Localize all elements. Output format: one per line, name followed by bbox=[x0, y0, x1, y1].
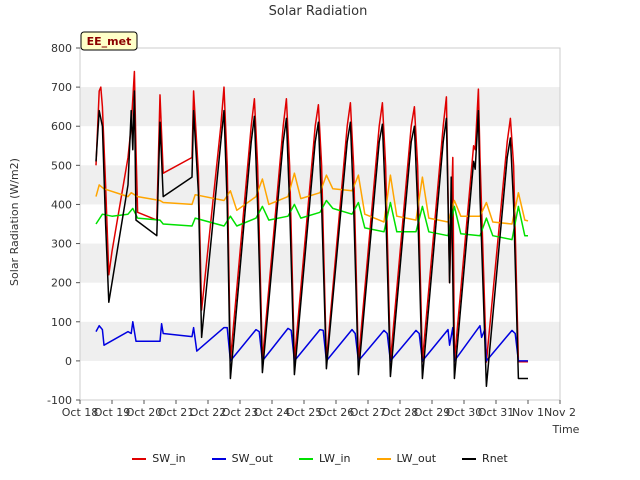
x-tick-label: Oct 29 bbox=[414, 406, 451, 419]
x-tick-label: Nov 2 bbox=[544, 406, 576, 419]
y-tick-label: 400 bbox=[51, 198, 72, 211]
y-tick-label: 700 bbox=[51, 81, 72, 94]
x-tick-label: Oct 18 bbox=[62, 406, 99, 419]
x-tick-label: Oct 24 bbox=[254, 406, 291, 419]
legend: SW_in SW_out LW_in LW_out Rnet bbox=[0, 452, 640, 465]
x-tick-label: Oct 20 bbox=[126, 406, 163, 419]
x-tick-label: Oct 30 bbox=[446, 406, 483, 419]
legend-swatch-lw-in bbox=[299, 457, 313, 460]
y-tick-label: 500 bbox=[51, 159, 72, 172]
y-tick-label: 200 bbox=[51, 277, 72, 290]
series-line-lw-in bbox=[95, 199, 528, 241]
y-axis-ticks: -100 0 100 200 300 400 500 600 700 800 bbox=[47, 42, 80, 407]
x-tick-label: Oct 23 bbox=[222, 406, 259, 419]
legend-swatch-rnet bbox=[462, 457, 477, 460]
legend-swatch-sw-in bbox=[132, 457, 147, 460]
series-line-rnet bbox=[95, 90, 528, 388]
site-badge: EE_met bbox=[80, 31, 138, 51]
grid-band bbox=[80, 87, 560, 127]
x-tick-label: Nov 1 bbox=[512, 406, 544, 419]
y-tick-label: 300 bbox=[51, 238, 72, 251]
x-tick-label: Oct 26 bbox=[318, 406, 355, 419]
x-tick-label: Oct 19 bbox=[94, 406, 131, 419]
y-tick-label: 600 bbox=[51, 120, 72, 133]
legend-label-sw-in: SW_in bbox=[152, 452, 186, 465]
x-axis-label: Time bbox=[552, 423, 580, 436]
site-badge-label: EE_met bbox=[87, 35, 132, 48]
x-tick-label: Oct 25 bbox=[286, 406, 323, 419]
series-line-lw-out bbox=[95, 172, 529, 225]
legend-item-sw-in: SW_in bbox=[132, 452, 186, 465]
legend-label-lw-out: LW_out bbox=[396, 452, 437, 465]
y-tick-label: 0 bbox=[65, 355, 72, 368]
y-axis-label: Solar Radiation (W/m2) bbox=[8, 158, 21, 286]
legend-swatch-sw-out bbox=[211, 457, 226, 460]
grid-band bbox=[80, 243, 560, 283]
x-tick-label: Oct 31 bbox=[478, 406, 515, 419]
y-tick-label: 100 bbox=[51, 316, 72, 329]
y-tick-label: -100 bbox=[47, 394, 72, 407]
legend-item-sw-out: SW_out bbox=[211, 452, 273, 465]
plot-frame bbox=[79, 47, 561, 401]
series-line-sw-out bbox=[95, 321, 528, 362]
legend-item-lw-out: LW_out bbox=[376, 452, 437, 465]
x-tick-label: Oct 21 bbox=[158, 406, 195, 419]
chart-title: Solar Radiation bbox=[269, 4, 368, 19]
x-tick-label: Oct 22 bbox=[190, 406, 227, 419]
y-tick-label: 800 bbox=[51, 42, 72, 55]
legend-label-rnet: Rnet bbox=[482, 452, 508, 465]
legend-label-lw-in: LW_in bbox=[319, 452, 351, 465]
legend-swatch-lw-out bbox=[376, 457, 391, 460]
series-layer bbox=[95, 70, 529, 388]
legend-label-sw-out: SW_out bbox=[231, 452, 273, 465]
legend-item-lw-in: LW_in bbox=[299, 452, 351, 465]
legend-item-rnet: Rnet bbox=[462, 452, 508, 465]
x-tick-label: Oct 28 bbox=[382, 406, 419, 419]
x-tick-label: Oct 27 bbox=[350, 406, 387, 419]
